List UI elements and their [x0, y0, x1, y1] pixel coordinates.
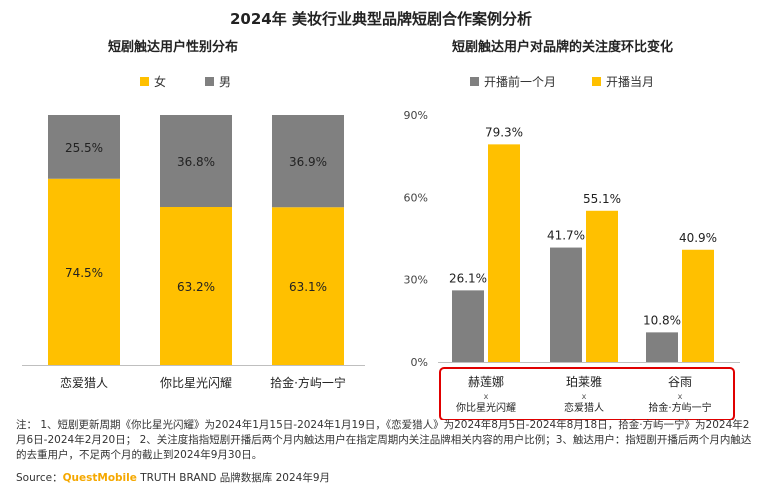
category-label-0: 恋爱猎人: [60, 375, 108, 390]
highlight-box: [439, 367, 735, 420]
category-label-1: 珀莱雅: [566, 374, 602, 389]
legend-swatch-1: [592, 77, 601, 86]
bar-current-1: [586, 210, 618, 362]
label-before-2: 10.8%: [643, 313, 681, 327]
category-separator-2: x: [678, 392, 683, 401]
bar-current-2: [682, 249, 714, 362]
category-label-0: 赫莲娜: [468, 375, 504, 389]
legend-swatch-0: [140, 77, 149, 86]
gender-distribution-chart: 女 男 74.5% 25.5% 恋爱猎人 63.2% 36.8% 你比星光闪耀 63.1% 36.…: [22, 74, 365, 390]
legend-label-1: 开播当月: [606, 75, 654, 89]
category-label-2: 拾金·方屿一宁: [270, 375, 346, 390]
label-male-0: 25.5%: [65, 141, 103, 155]
bar-before-2: [646, 332, 678, 362]
bar-before-0: [452, 290, 484, 362]
label-current-0: 79.3%: [485, 125, 523, 139]
left-chart-title: 短剧触达用户性别分布: [108, 40, 239, 55]
category-label-1: 你比星光闪耀: [160, 376, 232, 390]
label-current-1: 55.1%: [583, 192, 621, 206]
category-separator-0: x: [484, 392, 489, 401]
label-before-0: 26.1%: [449, 271, 487, 285]
bar-male-0: [48, 115, 120, 179]
legend-swatch-0: [470, 77, 479, 86]
label-current-2: 40.9%: [679, 231, 717, 245]
category-separator-1: x: [582, 392, 587, 401]
label-male-2: 36.9%: [289, 155, 327, 169]
legend-swatch-1: [205, 77, 214, 86]
bar-current-0: [488, 144, 520, 362]
label-before-1: 41.7%: [547, 229, 585, 243]
legend-label-1: 男: [219, 75, 231, 89]
bar-male-1: [160, 115, 232, 207]
bar-female-1: [160, 207, 232, 365]
attention-change-chart: 开播前一个月 开播当月0%30%60%90%26.1%79.3%赫莲娜x你比星光闪…: [404, 74, 740, 420]
bar-before-1: [550, 247, 582, 362]
y-tick-1: 30%: [404, 274, 428, 287]
right-chart-title: 短剧触达用户对品牌的关注度环比变化: [452, 40, 674, 55]
label-female-1: 63.2%: [177, 280, 215, 294]
page-title: 2024年 美妆行业典型品牌短剧合作案例分析: [230, 10, 532, 28]
legend-label-0: 女: [154, 74, 166, 89]
y-tick-0: 0%: [411, 356, 428, 369]
legend-label-0: 开播前一个月: [484, 74, 556, 89]
bar-male-2: [272, 115, 344, 208]
label-male-1: 36.8%: [177, 155, 215, 169]
label-female-0: 74.5%: [65, 266, 103, 280]
y-tick-3: 90%: [404, 109, 428, 122]
bar-female-2: [272, 207, 344, 365]
bar-female-0: [48, 178, 120, 365]
label-female-2: 63.1%: [289, 280, 327, 294]
footnotes: 注： 1、短剧更新周期《你比星光闪耀》为2024年1月15日-2024年1月19…: [16, 419, 752, 461]
category-label-2: 谷雨: [668, 375, 692, 389]
category-sublabel-2: 拾金·方屿一宁: [648, 401, 711, 414]
category-sublabel-0: 你比星光闪耀: [456, 401, 516, 414]
y-tick-2: 60%: [404, 191, 428, 204]
category-sublabel-1: 恋爱猎人: [564, 401, 604, 414]
source-line: Source：QuestMobile TRUTH BRAND 品牌数据库 202…: [16, 472, 331, 484]
